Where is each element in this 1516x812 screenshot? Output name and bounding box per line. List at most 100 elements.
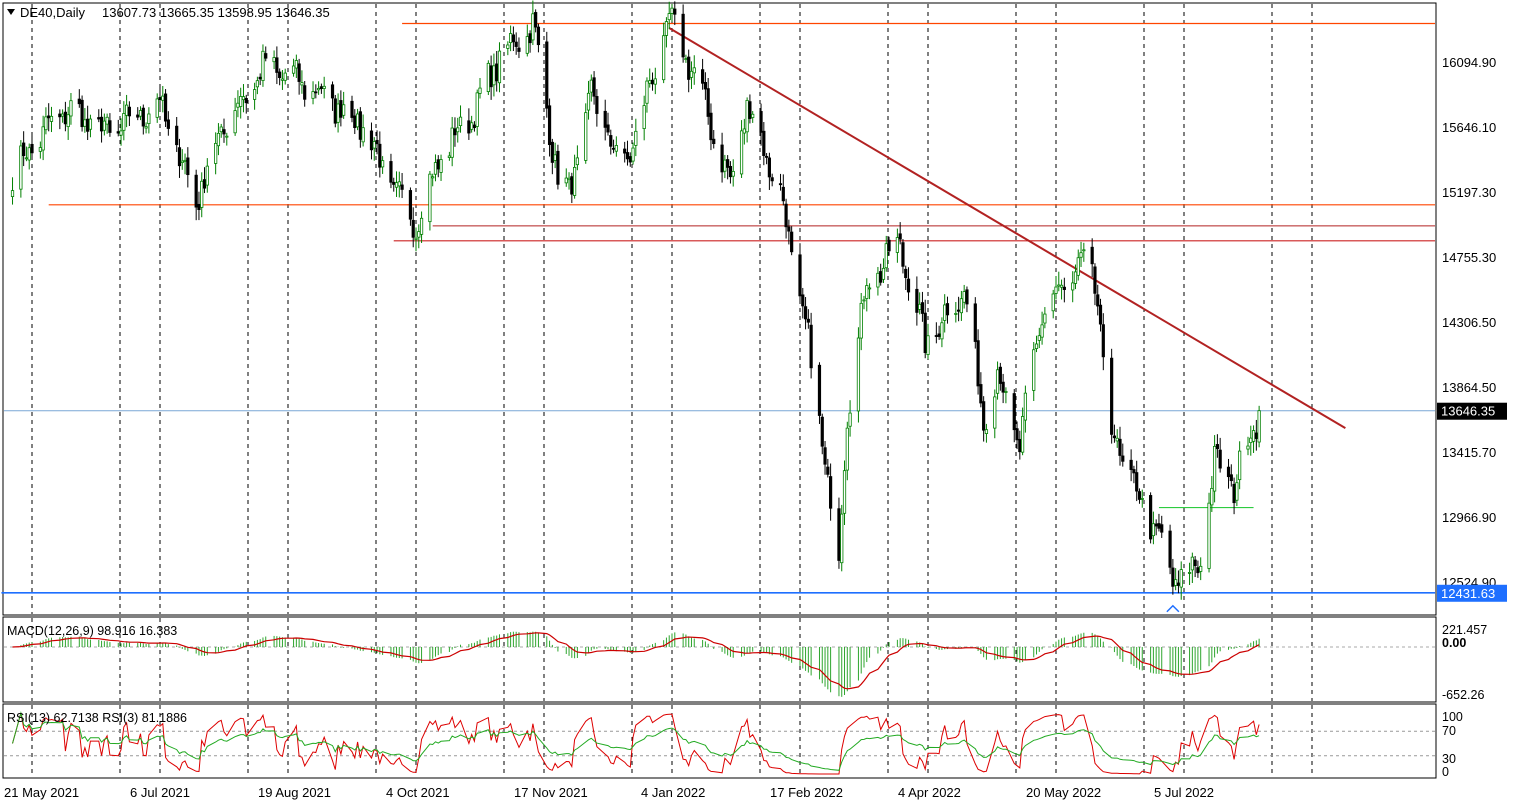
candle-body	[550, 141, 554, 163]
candle-body	[116, 131, 120, 134]
candle-body	[1037, 335, 1041, 341]
candle-body	[1032, 349, 1036, 391]
candle-body	[99, 116, 104, 132]
candle-body	[225, 135, 229, 138]
candle-body	[1196, 567, 1200, 574]
candle-body	[667, 13, 671, 21]
candle-body	[458, 116, 463, 127]
candle-body	[27, 147, 31, 161]
candle-body	[49, 115, 54, 122]
candle-body	[283, 72, 287, 81]
candle-body	[845, 427, 849, 471]
candle-body	[1218, 449, 1222, 469]
candle-body	[1121, 455, 1125, 462]
candle-body	[767, 157, 771, 178]
candle-body	[1023, 392, 1027, 421]
candle-body	[214, 142, 218, 164]
time-tick-label: 4 Jan 2022	[641, 785, 705, 800]
candle-body	[261, 50, 265, 81]
candle-body	[1051, 293, 1055, 312]
candle-body	[809, 324, 813, 369]
candle-body	[904, 268, 908, 279]
rsi3-line	[12, 712, 1260, 775]
candle-body	[41, 126, 45, 151]
candle-body	[982, 401, 986, 431]
candle-body	[375, 139, 379, 145]
candle-body	[1135, 472, 1139, 492]
candle-body	[177, 147, 182, 167]
candle-body	[88, 118, 93, 130]
candle-body	[823, 447, 827, 465]
candle-body	[567, 177, 571, 181]
candle-body	[414, 237, 418, 240]
candle-body	[1073, 271, 1078, 284]
candle-body	[216, 132, 221, 147]
rsi-axis-label: 100	[1442, 710, 1463, 724]
candle-body	[495, 63, 499, 82]
candle-body	[957, 309, 961, 312]
candle-body	[180, 160, 184, 163]
candle-body	[19, 145, 23, 190]
candle-body	[161, 95, 165, 101]
candle-body	[381, 160, 385, 168]
macd-panel	[2, 616, 1437, 703]
candle-body	[564, 177, 568, 184]
candle-body	[842, 470, 847, 514]
candle-body	[1238, 450, 1242, 481]
price-tick-label: 13864.50	[1442, 380, 1496, 395]
candle-body	[127, 106, 131, 117]
candle-body	[1157, 523, 1161, 529]
candle-body	[918, 303, 922, 310]
candle-body	[511, 34, 515, 43]
candle-body	[762, 130, 766, 156]
candle-body	[1054, 286, 1058, 294]
current-price-label: 13646.35	[1441, 404, 1495, 419]
candle-body	[993, 396, 997, 429]
candle-body	[976, 340, 980, 387]
candle-body	[155, 98, 159, 118]
candle-body	[163, 93, 168, 122]
candle-body	[400, 184, 404, 190]
candle-body	[44, 116, 48, 131]
candle-body	[1226, 466, 1231, 478]
candle-body	[105, 116, 109, 125]
candle-body	[998, 366, 1002, 384]
candle-body	[1096, 294, 1100, 307]
candle-body	[973, 303, 977, 342]
candle-body	[456, 127, 460, 133]
candle-body	[1018, 438, 1022, 453]
ohlc-label: 13607.73 13665.35 13598.95 13646.35	[102, 5, 330, 20]
candle-body	[1062, 286, 1066, 290]
candle-body	[817, 364, 822, 416]
candle-body	[1174, 579, 1178, 586]
candle-body	[689, 70, 694, 78]
candle-body	[731, 171, 735, 177]
candle-body	[606, 124, 610, 133]
candle-body	[589, 79, 593, 93]
candle-body	[69, 100, 73, 117]
candle-body	[876, 272, 880, 288]
dropdown-triangle-icon[interactable]	[7, 9, 15, 15]
candle-body	[723, 159, 727, 172]
candle-body	[906, 278, 911, 293]
candle-body	[58, 113, 62, 118]
candle-body	[726, 159, 730, 168]
candle-body	[759, 111, 763, 133]
candle-body	[1082, 249, 1086, 252]
candle-body	[317, 87, 321, 91]
candle-body	[472, 124, 477, 128]
candle-body	[369, 130, 374, 151]
candle-body	[701, 69, 705, 84]
candle-body	[748, 101, 752, 119]
candle-body	[24, 157, 29, 160]
candle-body	[673, 8, 677, 15]
candle-body	[575, 157, 579, 166]
candle-body	[806, 318, 810, 323]
candle-body	[586, 92, 591, 111]
candle-body	[392, 181, 396, 185]
macd-axis-label: 0.00	[1442, 636, 1466, 650]
main-panel	[2, 2, 1437, 616]
candle-body	[915, 288, 919, 313]
